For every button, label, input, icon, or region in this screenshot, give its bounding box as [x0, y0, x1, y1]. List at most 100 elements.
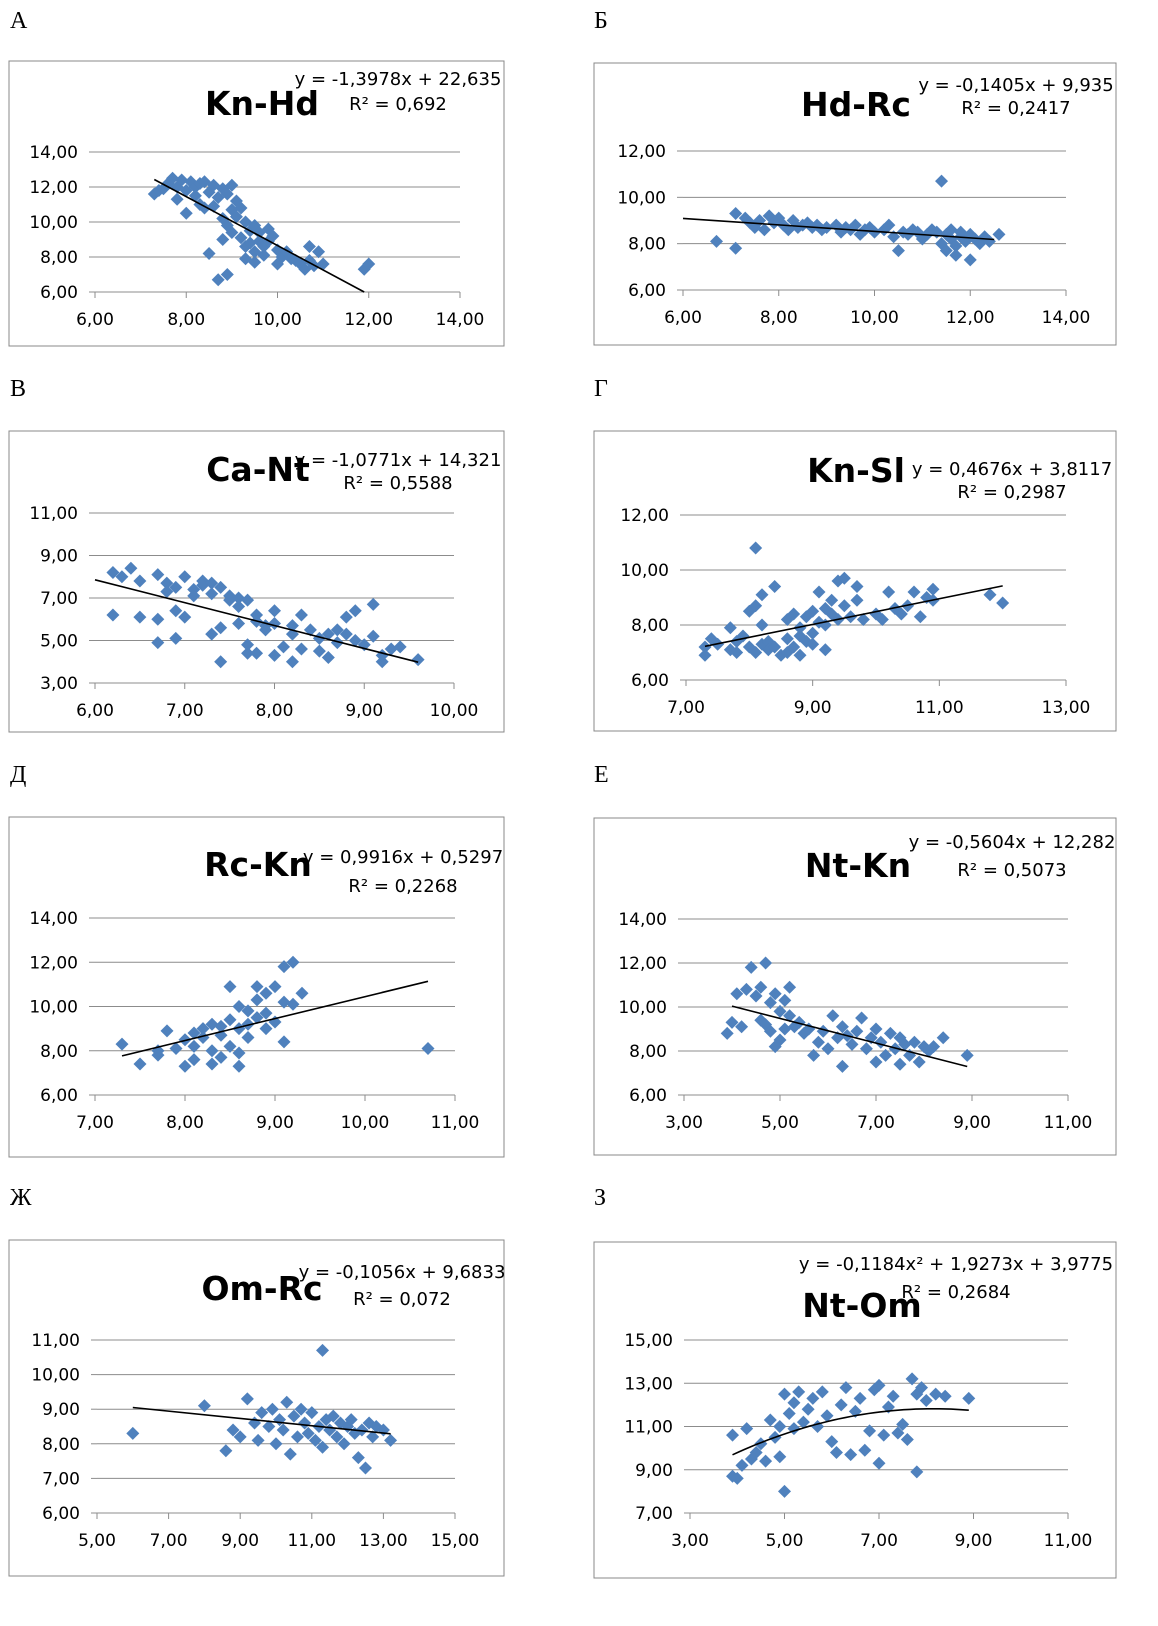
data-point: [792, 1385, 806, 1399]
data-point: [294, 1402, 308, 1416]
panel-letter-e: Е: [594, 762, 609, 788]
data-point: [205, 587, 219, 601]
trend-equation: y = -0,1405x + 9,935: [918, 75, 1113, 96]
data-point: [196, 1022, 210, 1036]
data-point: [298, 1416, 312, 1430]
data-point: [330, 1430, 344, 1444]
x-tick-label: 3,00: [665, 1113, 703, 1133]
data-point: [898, 1037, 912, 1051]
data-point: [755, 618, 769, 632]
trend-equation: y = -1,0771x + 14,321: [295, 450, 502, 471]
x-tick-label: 3,00: [671, 1531, 709, 1551]
trend-equation: y = 0,4676x + 3,8117: [912, 459, 1112, 480]
data-point: [384, 1433, 398, 1447]
data-point: [912, 1055, 926, 1069]
x-tick-label: 7,00: [860, 1531, 898, 1551]
data-point: [839, 1381, 853, 1395]
data-point: [787, 640, 801, 654]
data-point: [806, 1391, 820, 1405]
data-point: [773, 1420, 787, 1433]
y-tick-label: 8,00: [628, 235, 666, 255]
data-point: [202, 247, 216, 260]
y-tick-label: 11,00: [624, 1418, 673, 1438]
data-point: [759, 1454, 773, 1468]
x-tick-label: 9,00: [256, 1113, 294, 1133]
data-point: [910, 1465, 924, 1479]
data-point: [351, 1451, 365, 1465]
data-point: [730, 987, 744, 1001]
data-point: [796, 1415, 810, 1429]
data-point: [355, 1423, 369, 1437]
data-point: [778, 993, 792, 1007]
x-tick-label: 14,00: [1042, 308, 1091, 328]
r-squared-label: R² = 0,2684: [901, 1282, 1010, 1303]
data-point: [251, 1433, 265, 1447]
data-point: [348, 634, 362, 647]
y-tick-label: 7,00: [635, 1504, 673, 1524]
data-point: [268, 980, 282, 994]
chart-frame: [8, 430, 505, 733]
data-point: [277, 995, 291, 1009]
x-tick-label: 6,00: [76, 310, 114, 330]
data-point: [739, 982, 753, 996]
panel-letter-zh: Ж: [10, 1185, 32, 1211]
data-point: [710, 234, 724, 248]
data-point: [893, 1057, 907, 1071]
data-point: [778, 1022, 792, 1036]
data-point: [894, 607, 908, 621]
x-tick-label: 7,00: [150, 1531, 188, 1551]
data-point: [160, 1024, 174, 1038]
data-point: [778, 1387, 791, 1401]
x-tick-label: 6,00: [76, 701, 114, 721]
y-tick-label: 8,00: [631, 616, 669, 636]
data-point: [316, 257, 330, 271]
y-tick-label: 10,00: [620, 561, 669, 581]
x-tick-label: 8,00: [166, 1113, 204, 1133]
data-point: [295, 986, 309, 1000]
data-point: [938, 1389, 952, 1403]
trendline: [153, 178, 365, 293]
data-point: [723, 621, 737, 635]
data-point: [850, 593, 864, 607]
trendline: [731, 1005, 968, 1068]
data-point: [169, 1042, 183, 1056]
data-point: [220, 268, 234, 281]
data-point: [250, 646, 264, 660]
data-point: [935, 174, 949, 188]
chart-title: Kn-Hd: [205, 84, 319, 123]
data-point: [169, 604, 183, 618]
data-point: [232, 591, 246, 605]
chart-d: 6,00 8,00 10,00 12,00 14,00 7,00 8,00 9,00 10,00…: [8, 816, 505, 1158]
data-point: [241, 646, 255, 660]
data-point: [793, 648, 807, 662]
x-tick-label: 10,00: [850, 308, 899, 328]
r-squared-label: R² = 0,5073: [957, 860, 1066, 881]
data-point: [225, 226, 239, 239]
data-point: [730, 1471, 744, 1485]
y-tick-label: 10,00: [29, 998, 78, 1018]
data-point: [763, 1024, 777, 1038]
data-point: [698, 648, 712, 662]
data-point: [835, 1020, 849, 1034]
y-tick-label: 11,00: [31, 1331, 80, 1351]
y-tick-label: 12,00: [29, 178, 78, 198]
y-tick-label: 6,00: [628, 281, 666, 301]
data-point: [835, 1059, 849, 1073]
data-point: [763, 1413, 777, 1427]
data-point: [241, 1004, 255, 1018]
r-squared-label: R² = 0,5588: [343, 473, 452, 494]
trend-equation: y = -1,3978x + 22,635: [295, 69, 502, 90]
data-point: [321, 651, 335, 664]
data-point: [983, 588, 997, 602]
data-points: [720, 956, 974, 1073]
data-point: [963, 253, 977, 267]
data-point: [223, 1013, 237, 1027]
data-point: [179, 206, 193, 220]
chart-frame: [8, 1239, 505, 1577]
trendline: [132, 1406, 391, 1435]
data-point: [259, 1006, 273, 1020]
data-point: [205, 1017, 219, 1031]
data-point: [151, 636, 165, 650]
data-point: [850, 580, 864, 593]
